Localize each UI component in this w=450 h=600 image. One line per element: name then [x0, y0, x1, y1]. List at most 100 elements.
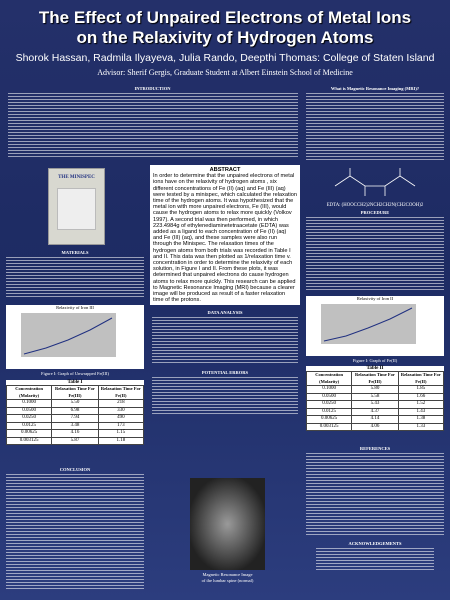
- title: The Effect of Unpaired Electrons of Meta…: [38, 8, 412, 27]
- table-cell: 0.0125: [305, 407, 353, 416]
- text-block: [306, 453, 444, 535]
- header-cell: Concentration (Molarity): [305, 371, 353, 386]
- table-row: 0.003125 4.06 1.33: [305, 422, 445, 431]
- table-cell: 0.0250: [305, 400, 353, 409]
- table-cell: 0.00625: [5, 429, 53, 438]
- table-cell: 5.58: [351, 392, 399, 401]
- table-row: 0.1000 5.80 1.85: [305, 385, 445, 394]
- device: [57, 188, 96, 230]
- table-cell: 0.003125: [5, 436, 53, 445]
- graph: Relaxivity of Iron II: [306, 296, 444, 356]
- graph-plot: [321, 304, 416, 344]
- header-cell: Concentration (Molarity): [5, 385, 53, 400]
- table-row: 0.003125 5.87 1.18: [5, 436, 145, 445]
- table-row: 0.0500 5.58 1.66: [305, 392, 445, 401]
- table-cell: 1.43: [397, 407, 445, 416]
- trend-line: [323, 307, 413, 342]
- text-block: [306, 93, 444, 161]
- table-row: 0.0125 3.48 173: [5, 421, 145, 430]
- table-cell: 0.0500: [305, 392, 353, 401]
- table-cell: 1.66: [397, 392, 445, 401]
- table-cell: 0.003125: [305, 422, 353, 431]
- table-cell: 173: [97, 421, 145, 430]
- mri-image: [190, 478, 265, 570]
- table-title: Table II: [306, 366, 444, 371]
- table-cell: 0.1000: [305, 385, 353, 394]
- text-block: [8, 93, 298, 159]
- table-cell: 1.15: [97, 429, 145, 438]
- molecule: [330, 166, 420, 200]
- graph-title: Relaxivity of Iron III: [56, 305, 94, 310]
- table-2: Table II Concentration (Molarity) Relaxati…: [305, 366, 445, 431]
- section-heading: MATERIALS: [61, 250, 89, 255]
- table-cell: 0.00625: [305, 415, 353, 424]
- title: on the Relaxivity of Hydrogen Atoms: [76, 28, 374, 47]
- advisor: Advisor: Sherif Gergis, Graduate Student…: [97, 68, 353, 77]
- section-heading: POTENTIAL ERRORS: [201, 370, 249, 375]
- section-heading: REFERENCES: [359, 446, 391, 451]
- table-cell: 1.52: [397, 400, 445, 409]
- minispec-photo: THE MINISPEC: [48, 168, 105, 245]
- section-heading: PROCEDURE: [360, 210, 390, 215]
- caption: Figure I: Graph of Unwrapped Fe(III): [40, 371, 110, 376]
- table-cell: 4.37: [351, 407, 399, 416]
- table-row: 0.0250 5.43 1.52: [305, 400, 445, 409]
- table-row: 0.1000 5.50 218: [5, 399, 145, 408]
- graph-title: Relaxivity of Iron II: [356, 296, 394, 301]
- table-row: 0.0500 6.98 330: [5, 406, 145, 415]
- table-cell: 1.18: [97, 436, 145, 445]
- table-cell: 330: [97, 406, 145, 415]
- plot-area: [321, 304, 416, 344]
- graph-plot: [21, 313, 116, 357]
- table-cell: 1.33: [397, 422, 445, 431]
- header-cell: Relaxation Time For Fe(III): [351, 371, 399, 386]
- section-heading: CONCLUSION: [59, 467, 91, 472]
- table-cell: 6.98: [51, 406, 99, 415]
- table-cell: 5.43: [351, 400, 399, 409]
- edta-formula: EDTA: (HOOCCH2)2NCH2CH2N(CH2COOH)2: [326, 203, 424, 208]
- text-block: [152, 317, 298, 365]
- section-heading: ACKNOWLEDGEMENTS: [348, 541, 402, 546]
- table-row: 0.00625 4.14 1.38: [305, 415, 445, 424]
- table-cell: 4.06: [351, 422, 399, 431]
- graph: Relaxivity of Iron III: [6, 305, 144, 369]
- table-cell: 0.0125: [5, 421, 53, 430]
- photo-label: THE MINISPEC: [58, 175, 95, 180]
- caption: Magnetic Resonance Image: [202, 572, 253, 577]
- table-cell: 4.14: [351, 415, 399, 424]
- table-row: 0.0250 7.94 490: [5, 414, 145, 423]
- table-cell: 0.0250: [5, 414, 53, 423]
- section-heading: DATA ANALYSIS: [207, 310, 243, 315]
- data-table: Table I Concentration (Molarity) Relaxatio…: [5, 380, 145, 445]
- abstract-text: In order to determine that the unpaired …: [153, 173, 297, 304]
- table-1: Table I Concentration (Molarity) Relaxatio…: [5, 380, 145, 445]
- abstract-heading: ABSTRACT: [209, 167, 241, 173]
- table-cell: 4.16: [51, 429, 99, 438]
- header-row: Concentration (Molarity) Relaxation Time …: [5, 385, 145, 400]
- abstract: ABSTRACT In order to determine that the …: [150, 165, 300, 305]
- table-cell: 0.1000: [5, 399, 53, 408]
- caption: of the lumbar spine (normal): [201, 578, 254, 583]
- header-row: Concentration (Molarity) Relaxation Time …: [305, 371, 445, 386]
- table-cell: 5.80: [351, 385, 399, 394]
- table-cell: 7.94: [51, 414, 99, 423]
- text-block: [6, 257, 144, 299]
- table-row: 0.0125 4.37 1.43: [305, 407, 445, 416]
- header-cell: Relaxation Time For Fe(II): [97, 385, 145, 400]
- data-table: Table II Concentration (Molarity) Relaxati…: [305, 366, 445, 431]
- text-block: [6, 474, 144, 589]
- molecule-drawing: [334, 168, 416, 196]
- table-cell: 3.48: [51, 421, 99, 430]
- table-cell: 1.85: [397, 385, 445, 394]
- text-block: [152, 377, 298, 415]
- table-row: 0.00625 4.16 1.15: [5, 429, 145, 438]
- table-cell: 5.87: [51, 436, 99, 445]
- table-cell: 5.50: [51, 399, 99, 408]
- trend-line: [23, 317, 113, 355]
- section-heading: What is Magnetic Resonance Imaging (MRI)…: [330, 86, 420, 91]
- table-cell: 218: [97, 399, 145, 408]
- table-cell: 0.0500: [5, 406, 53, 415]
- section-heading: INTRODUCTION: [134, 86, 171, 91]
- table-title: Table I: [6, 380, 144, 385]
